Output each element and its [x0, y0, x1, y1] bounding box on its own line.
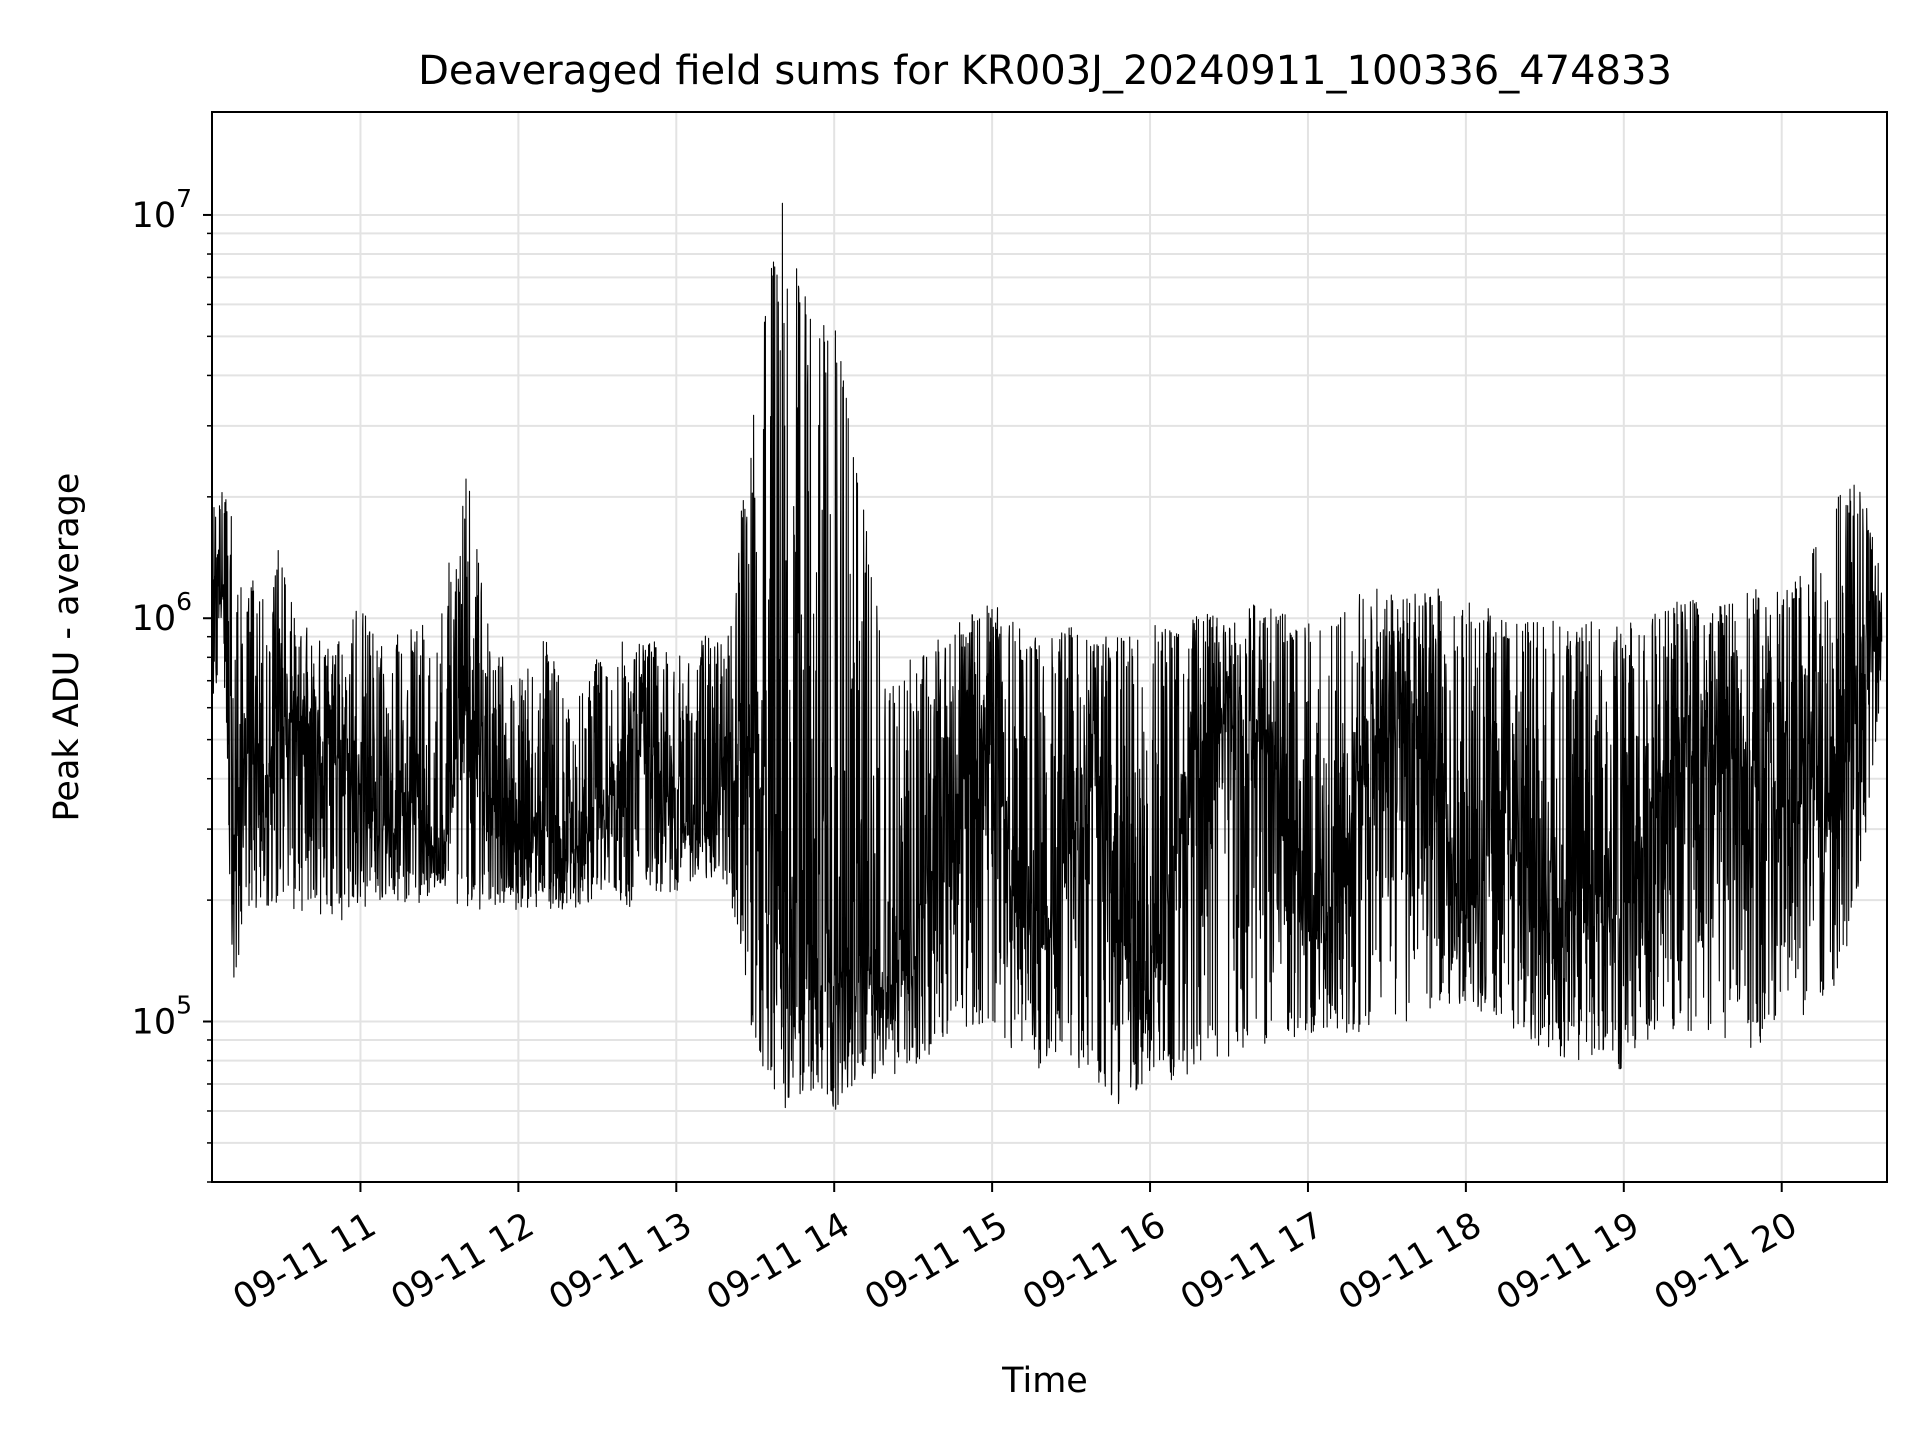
y-tick-label: 107	[132, 184, 192, 236]
series-line	[212, 202, 1883, 1110]
x-axis-label: Time	[1001, 1361, 1088, 1401]
y-tick-label: 105	[132, 991, 192, 1043]
plot-frame	[211, 111, 1888, 1183]
grid	[212, 112, 1887, 1183]
series-path	[212, 202, 1883, 1110]
y-axis-label: Peak ADU - average	[47, 473, 87, 822]
chart-title: Deaveraged field sums for KR003J_2024091…	[418, 48, 1672, 94]
y-tick-label: 106	[132, 587, 192, 639]
